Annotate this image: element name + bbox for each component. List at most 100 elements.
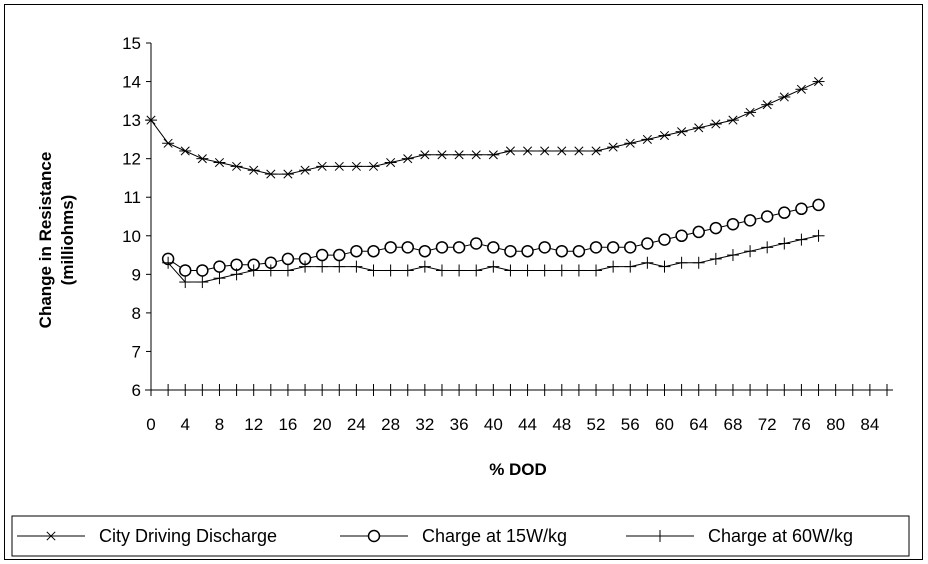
- data-point: [469, 237, 483, 250]
- data-point: [504, 244, 517, 258]
- data-point: [384, 384, 397, 396]
- data-point: [675, 384, 688, 396]
- data-point: [572, 384, 585, 396]
- data-point: [470, 384, 483, 396]
- data-point: [384, 157, 397, 168]
- x-tick-label: 8: [215, 415, 224, 434]
- data-point: [145, 115, 157, 125]
- legend-entry-2: Charge at 15W/kg: [340, 526, 567, 546]
- legend-marker: [45, 531, 57, 541]
- data-point: [196, 264, 209, 277]
- x-tick-label: 84: [860, 415, 879, 434]
- data-point: [487, 150, 500, 160]
- data-point: [162, 138, 175, 148]
- data-point: [418, 260, 431, 273]
- data-point: [572, 244, 586, 258]
- y-tick-label: 6: [132, 381, 141, 400]
- data-point: [675, 229, 688, 243]
- data-point: [572, 264, 585, 277]
- data-point: [778, 92, 791, 102]
- data-point: [778, 384, 791, 396]
- data-point: [470, 150, 483, 160]
- x-tick-label: 4: [180, 415, 189, 434]
- data-point: [709, 384, 722, 396]
- data-point: [504, 264, 517, 277]
- y-tick-label: 14: [122, 73, 141, 92]
- x-tick-label: 28: [381, 415, 400, 434]
- data-point: [692, 384, 705, 396]
- data-point: [641, 237, 654, 250]
- data-point: [538, 264, 551, 277]
- data-point: [795, 202, 808, 216]
- data-point: [452, 241, 466, 254]
- data-point: [521, 244, 534, 258]
- data-point: [812, 198, 825, 212]
- data-point: [179, 384, 192, 396]
- data-point: [367, 244, 380, 258]
- data-point: [572, 146, 585, 156]
- data-point: [487, 241, 500, 254]
- data-point: [538, 384, 551, 396]
- data-point: [213, 260, 226, 273]
- data-point: [761, 384, 774, 396]
- legend: City Driving Discharge Charge at 15W/kg Ch…: [11, 515, 910, 557]
- data-point: [418, 244, 432, 258]
- x-tick-label: 16: [278, 415, 297, 434]
- data-point: [453, 150, 466, 160]
- y-tick-label: 11: [123, 188, 141, 207]
- data-point: [333, 248, 346, 262]
- x-tick-label: 56: [621, 415, 640, 434]
- data-point: [624, 260, 637, 273]
- x-axis-title: % DOD: [489, 460, 547, 479]
- data-point: [744, 107, 757, 117]
- data-point: [435, 150, 448, 160]
- data-point: [675, 127, 688, 137]
- data-point: [367, 161, 380, 171]
- x-tick-label: 80: [826, 415, 845, 434]
- x-tick-label: 40: [484, 415, 503, 434]
- x-tick-label: 24: [347, 415, 366, 434]
- x-tick-label: 76: [792, 415, 811, 434]
- data-point: [675, 256, 688, 269]
- data-point: [521, 146, 534, 156]
- data-point: [624, 384, 637, 396]
- data-point: [778, 206, 791, 219]
- data-point: [881, 384, 893, 396]
- data-point: [795, 233, 808, 246]
- data-point: [333, 161, 346, 171]
- legend-label: Charge at 60W/kg: [708, 526, 853, 546]
- x-tick-label: 32: [415, 415, 434, 434]
- data-point: [624, 241, 637, 254]
- data-point: [384, 241, 397, 254]
- data-point: [453, 264, 466, 277]
- y-axis-title-line1: Change in Resistance: [36, 152, 55, 329]
- data-point: [299, 165, 312, 175]
- y-axis-title-line2: (milliohms): [58, 195, 77, 286]
- data-point: [401, 384, 414, 396]
- data-point: [641, 134, 654, 144]
- data-point: [829, 384, 842, 396]
- data-point: [744, 245, 757, 258]
- data-point: [726, 384, 739, 396]
- data-point: [761, 100, 774, 110]
- data-point: [367, 384, 380, 396]
- data-point: [367, 264, 380, 277]
- data-point: [606, 241, 620, 254]
- data-point: [179, 146, 192, 156]
- data-point: [281, 264, 294, 277]
- data-point: [521, 264, 534, 277]
- data-point: [333, 260, 346, 273]
- data-point: [299, 260, 312, 273]
- data-point: [726, 115, 739, 125]
- data-point: [795, 384, 808, 396]
- data-point: [709, 252, 722, 265]
- data-point: [178, 264, 192, 277]
- legend-entry-1: City Driving Discharge: [17, 526, 277, 546]
- data-point: [555, 244, 569, 258]
- data-point: [145, 384, 157, 396]
- data-point: [230, 161, 243, 171]
- legend-box: [11, 515, 910, 557]
- data-point: [590, 384, 603, 396]
- data-point: [196, 384, 209, 396]
- chart-frame: [4, 4, 923, 560]
